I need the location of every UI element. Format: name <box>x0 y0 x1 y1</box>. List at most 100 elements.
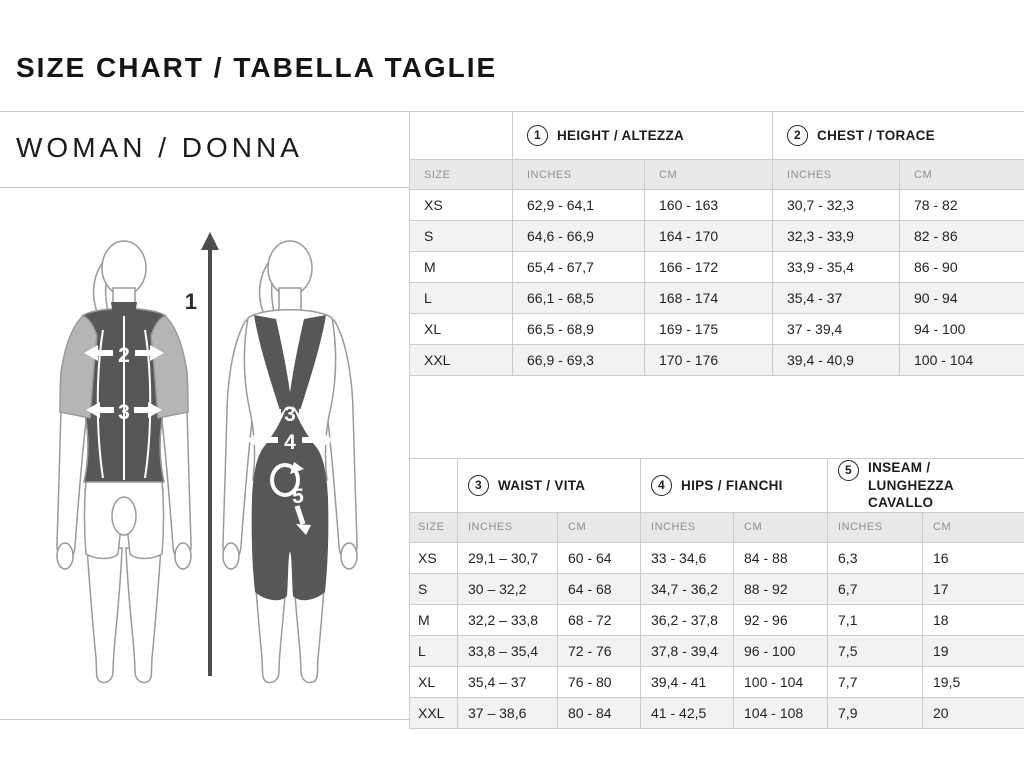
value-cell: 30 – 32,2 <box>457 572 558 605</box>
value-cell: 39,4 - 40,9 <box>772 344 901 376</box>
value-cell: 100 - 104 <box>899 344 1024 376</box>
chest-arrow-icon <box>84 345 164 361</box>
col-header-size: SIZE <box>409 159 513 190</box>
value-cell: 164 - 170 <box>643 220 774 252</box>
blank-cell <box>409 458 458 513</box>
front-figure <box>56 240 192 684</box>
group-header-height: 1 HEIGHT / ALTEZZA <box>511 111 774 160</box>
table-row: XXL 66,9 - 69,3 170 - 176 39,4 - 40,9 10… <box>409 344 1024 376</box>
waist-hips-inseam-table: 3 WAIST / VITA 4 HIPS / FIANCHI 5 INSEAM… <box>409 458 1024 729</box>
value-cell: 64,6 - 66,9 <box>512 220 645 252</box>
bib-strap-right <box>289 315 326 414</box>
value-cell: 37,8 - 39,4 <box>640 634 735 667</box>
bib-shorts <box>251 396 329 601</box>
value-cell: 82 - 86 <box>899 220 1024 252</box>
value-cell: 66,1 - 68,5 <box>512 282 645 314</box>
table-row: L 66,1 - 68,5 168 - 174 35,4 - 37 90 - 9… <box>409 282 1024 314</box>
marker-chest-label: 2 <box>118 344 130 367</box>
col-header-cm: CM <box>643 159 774 190</box>
marker-height-label: 1 <box>185 289 197 314</box>
value-cell: 66,5 - 68,9 <box>512 313 645 345</box>
col-header-inches: INCHES <box>512 159 645 190</box>
value-cell: 168 - 174 <box>643 282 774 314</box>
col-header-inches: INCHES <box>457 511 558 543</box>
value-cell: 36,2 - 37,8 <box>640 603 735 636</box>
chamois-oval <box>111 496 137 536</box>
group-header-hips: 4 HIPS / FIANCHI <box>640 458 829 513</box>
table-row: XXL 37 – 38,6 80 - 84 41 - 42,5 104 - 10… <box>409 696 1024 729</box>
value-cell: 7,7 <box>827 665 924 698</box>
group-label-inseam: INSEAM / LUNGHEZZA CAVALLO <box>868 460 954 511</box>
value-cell: 39,4 - 41 <box>640 665 735 698</box>
col-header-inches: INCHES <box>772 159 901 190</box>
group-label-height: HEIGHT / ALTEZZA <box>557 127 685 143</box>
table-row: XS 29,1 – 30,7 60 - 64 33 - 34,6 84 - 88… <box>409 541 1024 574</box>
bib-strap-left <box>254 315 291 414</box>
marker-waist-back-label: 3 <box>284 403 296 426</box>
value-cell: 34,7 - 36,2 <box>640 572 735 605</box>
marker-hips-label: 4 <box>284 431 296 454</box>
marker-waist-label: 3 <box>118 401 130 424</box>
group-header-waist: 3 WAIST / VITA <box>456 458 642 513</box>
table-row: S 64,6 - 66,9 164 - 170 32,3 - 33,9 82 -… <box>409 220 1024 252</box>
group-label-chest: CHEST / TORACE <box>817 127 935 143</box>
left-leg <box>86 547 123 684</box>
value-cell: 17 <box>922 572 1024 605</box>
value-cell: 19 <box>922 634 1024 667</box>
inseam-arrow-icon <box>270 462 311 535</box>
col-header-size: SIZE <box>409 511 458 543</box>
value-cell: 78 - 82 <box>899 189 1024 221</box>
height-chest-table: 1 HEIGHT / ALTEZZA 2 CHEST / TORACE SIZE… <box>409 111 1024 376</box>
seam-right <box>144 329 152 479</box>
value-cell: 32,3 - 33,9 <box>772 220 901 252</box>
value-cell: 68 - 72 <box>556 603 642 636</box>
value-cell: 30,7 - 32,3 <box>772 189 901 221</box>
column-header-row: SIZE INCHES CM INCHES CM <box>409 159 1024 190</box>
left-hand <box>222 542 240 570</box>
value-cell: 35,4 – 37 <box>457 665 558 698</box>
blank-cell <box>409 111 513 160</box>
value-cell: 92 - 96 <box>733 603 829 636</box>
divider-vertical <box>409 111 410 719</box>
value-cell: 41 - 42,5 <box>640 696 735 729</box>
marker-inseam-label: 5 <box>292 485 304 508</box>
waist-back-arrow-icon <box>256 404 324 420</box>
value-cell: 72 - 76 <box>556 634 642 667</box>
value-cell: 169 - 175 <box>643 313 774 345</box>
value-cell: 7,1 <box>827 603 924 636</box>
value-cell: 32,2 – 33,8 <box>457 603 558 636</box>
right-hand <box>340 542 358 570</box>
circled-number-2: 2 <box>787 125 809 146</box>
circled-number-5: 5 <box>838 460 860 481</box>
col-header-cm: CM <box>922 511 1024 543</box>
size-cell: S <box>409 572 458 605</box>
value-cell: 60 - 64 <box>556 541 642 574</box>
head <box>267 240 313 296</box>
value-cell: 170 - 176 <box>643 344 774 376</box>
table-row: L 33,8 – 35,4 72 - 76 37,8 - 39,4 96 - 1… <box>409 634 1024 667</box>
size-cell: M <box>409 603 458 636</box>
value-cell: 33,9 - 35,4 <box>772 251 901 283</box>
value-cell: 104 - 108 <box>733 696 829 729</box>
size-cell: XXL <box>409 696 458 729</box>
value-cell: 7,9 <box>827 696 924 729</box>
size-cell: S <box>409 220 513 252</box>
column-header-row: SIZE INCHES CM INCHES CM INCHES CM <box>409 511 1024 543</box>
value-cell: 6,3 <box>827 541 924 574</box>
value-cell: 7,5 <box>827 634 924 667</box>
value-cell: 160 - 163 <box>643 189 774 221</box>
size-cell: L <box>409 282 513 314</box>
value-cell: 29,1 – 30,7 <box>457 541 558 574</box>
value-cell: 66,9 - 69,3 <box>512 344 645 376</box>
size-cell: XL <box>409 665 458 698</box>
value-cell: 88 - 92 <box>733 572 829 605</box>
value-cell: 90 - 94 <box>899 282 1024 314</box>
size-cell: XXL <box>409 344 513 376</box>
group-label-waist: WAIST / VITA <box>498 477 586 493</box>
table-row: M 65,4 - 67,7 166 - 172 33,9 - 35,4 86 -… <box>409 251 1024 283</box>
value-cell: 18 <box>922 603 1024 636</box>
collar <box>111 302 137 316</box>
divider-bottom <box>0 719 409 720</box>
value-cell: 6,7 <box>827 572 924 605</box>
value-cell: 100 - 104 <box>733 665 829 698</box>
